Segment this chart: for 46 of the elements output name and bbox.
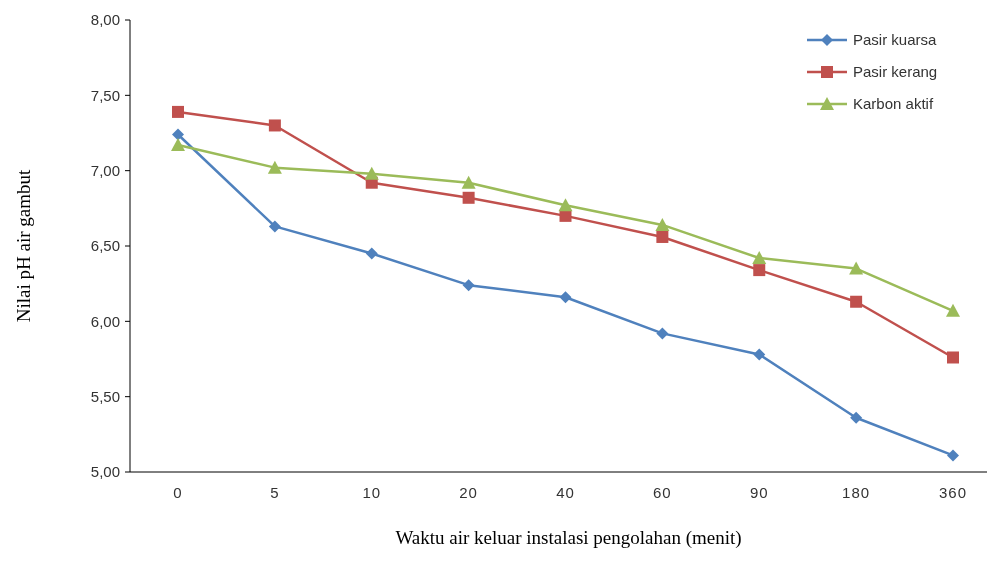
point xyxy=(365,247,378,260)
x-tick-label: 360 xyxy=(938,484,968,501)
legend-label: Pasir kerang xyxy=(853,63,938,81)
point xyxy=(559,291,572,304)
point xyxy=(364,166,379,180)
point xyxy=(849,261,864,275)
y-tick-label: 5,50 xyxy=(90,387,120,405)
y-tick-label: 8,00 xyxy=(90,11,120,29)
point xyxy=(753,264,766,277)
point xyxy=(462,279,475,292)
point xyxy=(655,217,670,231)
x-tick-label: 180 xyxy=(842,484,871,501)
point xyxy=(947,351,959,364)
point xyxy=(947,449,959,462)
point xyxy=(172,105,184,118)
y-tick-label: 5,00 xyxy=(90,463,120,481)
x-tick-label: 20 xyxy=(459,484,478,501)
point xyxy=(267,160,282,174)
point xyxy=(656,230,669,243)
x-tick-label: 10 xyxy=(362,484,382,501)
x-tick-label: 60 xyxy=(653,484,672,501)
point xyxy=(172,128,184,141)
point xyxy=(171,138,185,152)
point xyxy=(656,327,669,340)
point xyxy=(752,251,767,265)
point xyxy=(753,348,766,361)
point xyxy=(946,303,960,317)
legend-label: Karbon aktif xyxy=(853,95,934,113)
point xyxy=(268,220,281,233)
y-tick-label: 7,50 xyxy=(90,86,120,104)
legend-label: Pasir kuarsa xyxy=(853,31,938,49)
y-tick-label: 7,00 xyxy=(90,161,120,179)
point xyxy=(461,175,476,189)
x-tick-label: 0 xyxy=(173,484,183,501)
point xyxy=(462,191,475,204)
x-tick-label: 5 xyxy=(270,484,280,501)
x-tick-label: 40 xyxy=(556,484,575,501)
point xyxy=(850,411,863,424)
point xyxy=(558,198,573,212)
x-tick-label: 90 xyxy=(749,484,769,501)
y-tick-label: 6,50 xyxy=(90,237,120,255)
y-axis-title: Nilai pH air gambut xyxy=(13,169,34,323)
y-tick-label: 6,00 xyxy=(90,312,120,330)
x-axis-title: Waktu air keluar instalasi pengolahan (menit) xyxy=(395,527,742,549)
point xyxy=(850,295,863,308)
point xyxy=(268,119,281,132)
